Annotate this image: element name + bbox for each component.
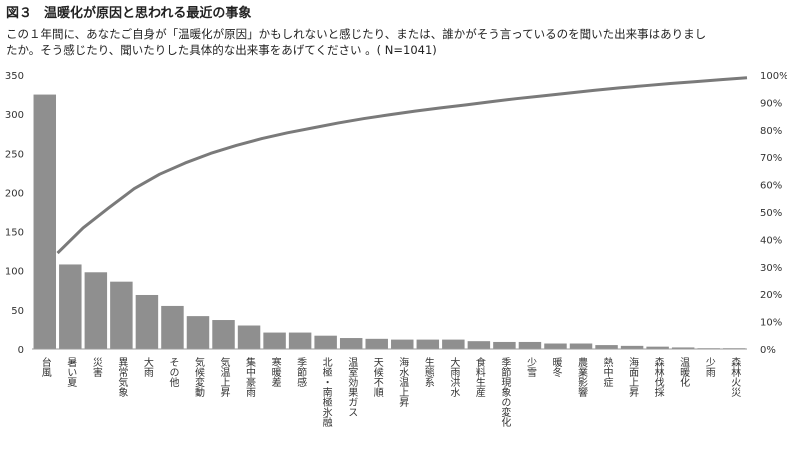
x-tick-label: 異常気象	[116, 357, 128, 397]
figure-title: 図３ 温暖化が原因と思われる最近の事象	[6, 2, 251, 21]
bar-series	[33, 94, 746, 349]
x-tick-label: その他	[167, 357, 179, 388]
x-tick-label: 暑い夏	[65, 357, 77, 387]
right-tick-label: 90%	[760, 98, 782, 109]
bar	[493, 341, 516, 349]
x-tick-label: 集中豪雨	[244, 356, 256, 398]
bar	[569, 343, 593, 349]
bar	[186, 316, 210, 349]
bar	[467, 341, 491, 349]
x-tick-label: 温暖化	[678, 357, 690, 387]
left-tick-label: 100	[5, 267, 24, 278]
cumulative-line	[56, 76, 748, 255]
caption-line-1: この１年間に、あなたご自身が「温暖化が原因」かもしれないと感じたり、または、誰か…	[6, 27, 707, 41]
bar	[671, 347, 695, 349]
bar	[161, 305, 184, 349]
right-tick-label: 100%	[760, 71, 787, 82]
bar	[391, 339, 414, 349]
x-tick-label: 食料生産	[473, 356, 485, 398]
x-tick-label: 気候変動	[192, 356, 204, 398]
bar	[518, 341, 542, 349]
bar	[416, 339, 440, 349]
left-tick-label: 150	[5, 228, 24, 239]
x-tick-label: 海面上昇	[627, 356, 639, 398]
left-tick-label: 250	[5, 149, 24, 160]
bar	[110, 281, 133, 349]
x-tick-label: 暖冬	[550, 356, 562, 378]
bar	[544, 343, 567, 349]
right-tick-label: 0%	[760, 345, 776, 356]
chart-caption: この１年間に、あなたご自身が「温暖化が原因」かもしれないと感じたり、または、誰か…	[6, 26, 778, 58]
x-tick-label: 季節感	[295, 357, 307, 387]
cumulative-line-series	[56, 76, 748, 255]
x-tick-label: 台風	[39, 356, 51, 378]
x-tick-label: 気温上昇	[218, 356, 230, 398]
bar	[442, 339, 465, 349]
bar	[33, 94, 57, 349]
figure-title-text: 温暖化が原因と思われる最近の事象	[44, 6, 252, 21]
x-tick-label: 生態系	[422, 356, 434, 387]
x-tick-label: 温室効果ガス	[346, 357, 358, 417]
bar	[212, 320, 235, 349]
bar	[263, 332, 286, 349]
x-tick-label: 北極・南極氷融	[320, 357, 332, 428]
bar	[646, 346, 669, 349]
bar	[288, 332, 312, 349]
bar	[314, 335, 337, 349]
x-axis-labels: 台風 暑い夏 災害 異常気象 大雨 その他 気候変動 気温上昇 集中豪雨 寒暖差 季節感 北極・南極氷…	[39, 356, 740, 428]
left-y-axis: 0 50 100 150 200 250 300 350	[5, 71, 24, 356]
right-y-axis: 0% 10% 20% 30% 40% 50% 60% 70% 80% 90% 100%	[760, 71, 787, 356]
bar	[595, 345, 618, 349]
bar	[339, 338, 363, 349]
right-tick-label: 40%	[760, 235, 782, 246]
x-tick-label: 天候不順	[371, 357, 383, 398]
x-tick-label: 少雪	[524, 357, 536, 378]
x-tick-label: 災害	[90, 357, 102, 378]
x-tick-label: 寒暖差	[269, 356, 281, 387]
bar	[237, 325, 261, 349]
left-tick-label: 0	[18, 345, 24, 356]
x-tick-label: 少雨	[703, 357, 715, 378]
bar	[620, 345, 644, 349]
x-tick-label: 季節現象の変化	[499, 357, 511, 427]
bar	[59, 264, 82, 349]
right-tick-label: 50%	[760, 208, 782, 219]
x-tick-label: 森林火災	[729, 356, 741, 397]
left-tick-label: 50	[11, 306, 24, 317]
x-tick-label: 熱中症	[601, 356, 613, 388]
right-tick-label: 10%	[760, 318, 782, 329]
right-tick-label: 80%	[760, 126, 782, 137]
figure-number: 図３	[6, 6, 33, 21]
right-tick-label: 20%	[760, 290, 782, 301]
bar	[84, 272, 108, 349]
bar	[365, 338, 388, 349]
x-tick-label: 農業影響	[576, 356, 588, 398]
x-tick-label: 大雨洪水	[448, 356, 460, 397]
x-tick-label: 大雨	[141, 356, 153, 378]
right-tick-label: 60%	[760, 181, 782, 192]
left-tick-label: 200	[5, 188, 24, 199]
bar	[135, 294, 159, 349]
right-tick-label: 30%	[760, 263, 782, 274]
x-tick-label: 森林伐採	[652, 356, 664, 398]
left-tick-label: 300	[5, 110, 24, 121]
right-tick-label: 70%	[760, 153, 782, 164]
left-tick-label: 350	[5, 71, 24, 82]
x-tick-label: 海水温上昇	[397, 356, 409, 408]
caption-line-2: たか。そう感じたり、聞いたりした具体的な出来事をあげてください 。( N=104…	[6, 43, 437, 57]
